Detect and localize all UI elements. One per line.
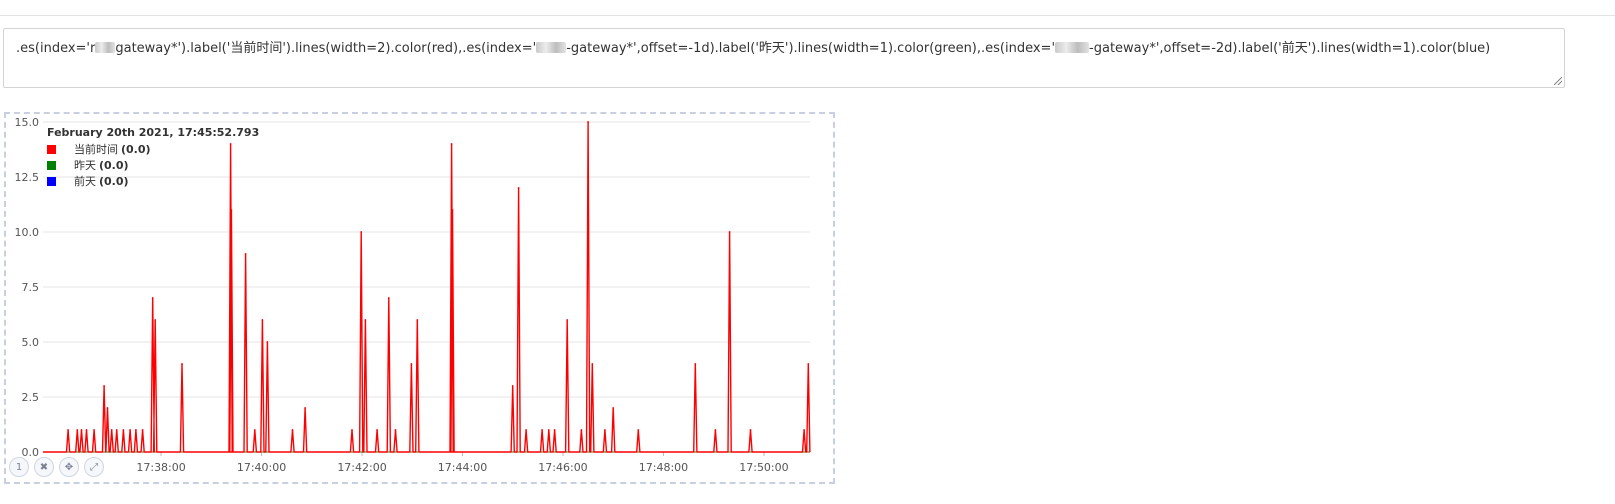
legend-value: (0.0): [121, 142, 151, 156]
y-tick-label: 2.5: [22, 391, 40, 404]
data-point: [591, 363, 594, 365]
data-point: [566, 319, 569, 321]
data-point: [376, 429, 378, 431]
chart-panel: [4, 112, 835, 484]
data-point: [93, 429, 95, 431]
y-tick-label: 10.0: [15, 226, 40, 239]
data-point: [106, 407, 109, 409]
data-point: [103, 385, 105, 387]
expression-text[interactable]: .es(index='r gateway*').label('当前时间').lin…: [16, 37, 1490, 56]
data-point: [266, 341, 269, 343]
data-point: [728, 231, 731, 233]
data-point: [129, 429, 132, 431]
expression-part1-prefix: .es(index='r: [16, 41, 96, 56]
data-point: [110, 429, 113, 431]
x-tick-label: 17:38:00: [136, 461, 185, 474]
redacted-text: [536, 42, 567, 53]
legend-label: 当前时间: [74, 143, 118, 156]
expression-editor[interactable]: .es(index='r gateway*').label('当前时间').lin…: [3, 28, 1565, 88]
data-point: [181, 363, 183, 365]
data-point: [244, 253, 247, 255]
data-point: [694, 363, 697, 365]
data-point: [803, 429, 805, 431]
data-point: [154, 319, 157, 321]
top-divider: [0, 15, 1615, 16]
x-tick-label: 17:48:00: [639, 461, 688, 474]
data-point: [587, 121, 589, 123]
x-tick-label: 17:46:00: [538, 461, 587, 474]
legend-swatch-blue: [47, 176, 56, 186]
data-point: [360, 231, 363, 233]
panel-number-badge[interactable]: 1: [9, 457, 29, 477]
x-tick-label: 17:40:00: [237, 461, 286, 474]
panel-toolbar: 1 ✖ ✥ ⤢: [9, 457, 104, 477]
x-tick-label: 17:44:00: [438, 461, 487, 474]
legend-swatch-red: [47, 144, 56, 154]
legend-item-day-before[interactable]: 前天 (0.0): [47, 173, 259, 189]
data-point: [612, 407, 615, 409]
data-point: [450, 143, 453, 145]
data-point: [553, 429, 556, 431]
y-tick-label: 0.0: [22, 446, 40, 459]
data-point: [291, 429, 294, 431]
expression-part1-suffix: gateway*').label('当前时间').lines(width=2).…: [115, 41, 537, 56]
chart-legend: February 20th 2021, 17:45:52.793 当前时间 (0…: [47, 126, 259, 189]
legend-item-yesterday[interactable]: 昨天 (0.0): [47, 157, 259, 173]
legend-value: (0.0): [99, 158, 129, 172]
data-point: [351, 429, 353, 431]
data-point: [135, 429, 137, 431]
data-point: [807, 363, 810, 365]
data-point: [394, 429, 397, 431]
data-point: [580, 429, 583, 431]
data-point: [304, 407, 306, 409]
data-point: [604, 429, 606, 431]
data-point: [115, 429, 118, 431]
data-point: [416, 319, 419, 321]
data-point: [253, 429, 256, 431]
x-tick-label: 17:42:00: [337, 461, 386, 474]
data-point: [229, 143, 232, 145]
redacted-text: [95, 42, 116, 53]
data-point: [410, 363, 413, 365]
data-point: [525, 429, 527, 431]
data-point: [122, 429, 125, 431]
data-point: [364, 319, 367, 321]
close-icon[interactable]: ✖: [34, 457, 54, 477]
data-point: [511, 385, 514, 387]
redacted-text: [1055, 42, 1090, 53]
data-point: [451, 209, 454, 211]
expand-icon[interactable]: ⤢: [84, 457, 104, 477]
data-point: [85, 429, 88, 431]
data-point: [141, 429, 144, 431]
expression-part3-suffix: -gateway*',offset=-2d).label('前天').lines…: [1089, 41, 1491, 56]
y-tick-label: 7.5: [22, 281, 40, 294]
legend-item-current[interactable]: 当前时间 (0.0): [47, 141, 259, 157]
move-icon[interactable]: ✥: [59, 457, 79, 477]
legend-timestamp: February 20th 2021, 17:45:52.793: [47, 126, 260, 139]
data-point: [230, 209, 233, 211]
legend-swatch-green: [47, 160, 56, 170]
legend-label: 前天: [74, 175, 96, 188]
legend-label: 昨天: [74, 159, 96, 172]
y-tick-label: 15.0: [15, 116, 40, 129]
data-point: [76, 429, 79, 431]
data-point: [541, 429, 543, 431]
data-point: [67, 429, 69, 431]
resize-handle[interactable]: [1554, 77, 1562, 85]
data-point: [517, 187, 520, 189]
legend-value: (0.0): [99, 174, 129, 188]
data-point: [261, 319, 264, 321]
data-point: [637, 429, 640, 431]
data-point: [714, 429, 717, 431]
data-point: [151, 297, 154, 299]
y-tick-label: 5.0: [22, 336, 40, 349]
expression-part2-suffix: -gateway*',offset=-1d).label('昨天').lines…: [566, 41, 1056, 56]
data-point: [80, 429, 83, 431]
data-point: [547, 429, 550, 431]
y-tick-label: 12.5: [15, 171, 40, 184]
x-tick-label: 17:50:00: [739, 461, 788, 474]
data-point: [387, 297, 390, 299]
data-point: [749, 429, 752, 431]
